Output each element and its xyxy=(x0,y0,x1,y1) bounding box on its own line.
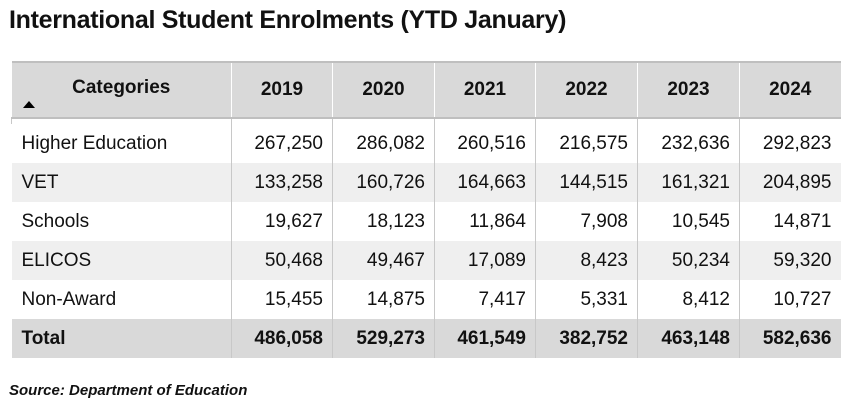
table-cell: 232,636 xyxy=(637,124,740,163)
total-cell: 582,636 xyxy=(739,319,841,358)
table-cell: 144,515 xyxy=(535,163,638,202)
table-cell: 216,575 xyxy=(535,124,638,163)
table-row: Higher Education 267,250 286,082 260,516… xyxy=(12,124,841,163)
table-header-row: Categories 2019 2020 2021 2022 2023 2024 xyxy=(11,61,841,119)
table-cell: 267,250 xyxy=(231,124,333,163)
table-cell: 5,331 xyxy=(535,280,638,319)
table-cell: 7,417 xyxy=(434,280,536,319)
sort-ascending-icon[interactable] xyxy=(22,101,35,108)
table-cell: 50,234 xyxy=(637,241,740,280)
table-row: Non-Award 15,455 14,875 7,417 5,331 8,41… xyxy=(12,280,841,319)
enrolments-table: Categories 2019 2020 2021 2022 2023 2024… xyxy=(11,61,841,358)
table-cell: 49,467 xyxy=(332,241,435,280)
table-cell: 7,908 xyxy=(535,202,638,241)
total-cell: 463,148 xyxy=(637,319,740,358)
table-cell: 11,864 xyxy=(434,202,536,241)
source-note: Source: Department of Education xyxy=(9,382,248,399)
table-cell: 14,875 xyxy=(332,280,435,319)
table-row: ELICOS 50,468 49,467 17,089 8,423 50,234… xyxy=(11,241,841,280)
table-cell: 8,412 xyxy=(637,280,740,319)
column-header-2023[interactable]: 2023 xyxy=(637,61,740,119)
column-header-2019[interactable]: 2019 xyxy=(231,61,333,119)
row-label: Higher Education xyxy=(21,132,168,154)
table-cell: 161,321 xyxy=(637,163,740,202)
row-label: Non-Award xyxy=(21,288,117,310)
column-header-2024[interactable]: 2024 xyxy=(739,61,841,119)
column-header-categories[interactable]: Categories xyxy=(11,61,232,119)
column-header-2021[interactable]: 2021 xyxy=(434,61,536,119)
row-label: ELICOS xyxy=(11,241,232,280)
table-cell: 133,258 xyxy=(231,163,333,202)
table-cell: 59,320 xyxy=(739,241,841,280)
total-cell: 461,549 xyxy=(434,319,536,358)
column-header-2020[interactable]: 2020 xyxy=(332,61,435,119)
header-spacer xyxy=(11,118,841,124)
table-cell: 164,663 xyxy=(434,163,536,202)
total-cell: 486,058 xyxy=(231,319,333,358)
table-cell: 14,871 xyxy=(739,202,841,241)
table-row: Schools 19,627 18,123 11,864 7,908 10,54… xyxy=(12,202,841,241)
total-row: Total 486,058 529,273 461,549 382,752 46… xyxy=(11,319,841,358)
table-cell: 8,423 xyxy=(535,241,638,280)
total-cell: 529,273 xyxy=(332,319,435,358)
column-header-2022[interactable]: 2022 xyxy=(535,61,638,119)
table-row: VET 133,258 160,726 164,663 144,515 161,… xyxy=(11,163,841,202)
total-label: Total xyxy=(11,319,232,358)
table-cell: 19,627 xyxy=(231,202,333,241)
table-cell: 160,726 xyxy=(332,163,435,202)
total-cell: 382,752 xyxy=(535,319,638,358)
chart-title: International Student Enrolments (YTD Ja… xyxy=(9,6,567,34)
table-cell: 15,455 xyxy=(231,280,333,319)
table-cell: 10,727 xyxy=(739,280,841,319)
table-cell: 204,895 xyxy=(739,163,841,202)
table-cell: 18,123 xyxy=(332,202,435,241)
table-cell: 10,545 xyxy=(637,202,740,241)
column-header-label: Categories xyxy=(72,77,171,98)
table-cell: 292,823 xyxy=(739,124,841,163)
row-label: VET xyxy=(11,163,232,202)
table-cell: 260,516 xyxy=(434,124,536,163)
table-cell: 286,082 xyxy=(332,124,435,163)
table-cell: 50,468 xyxy=(231,241,333,280)
table-cell: 17,089 xyxy=(434,241,536,280)
row-label: Schools xyxy=(21,210,90,232)
